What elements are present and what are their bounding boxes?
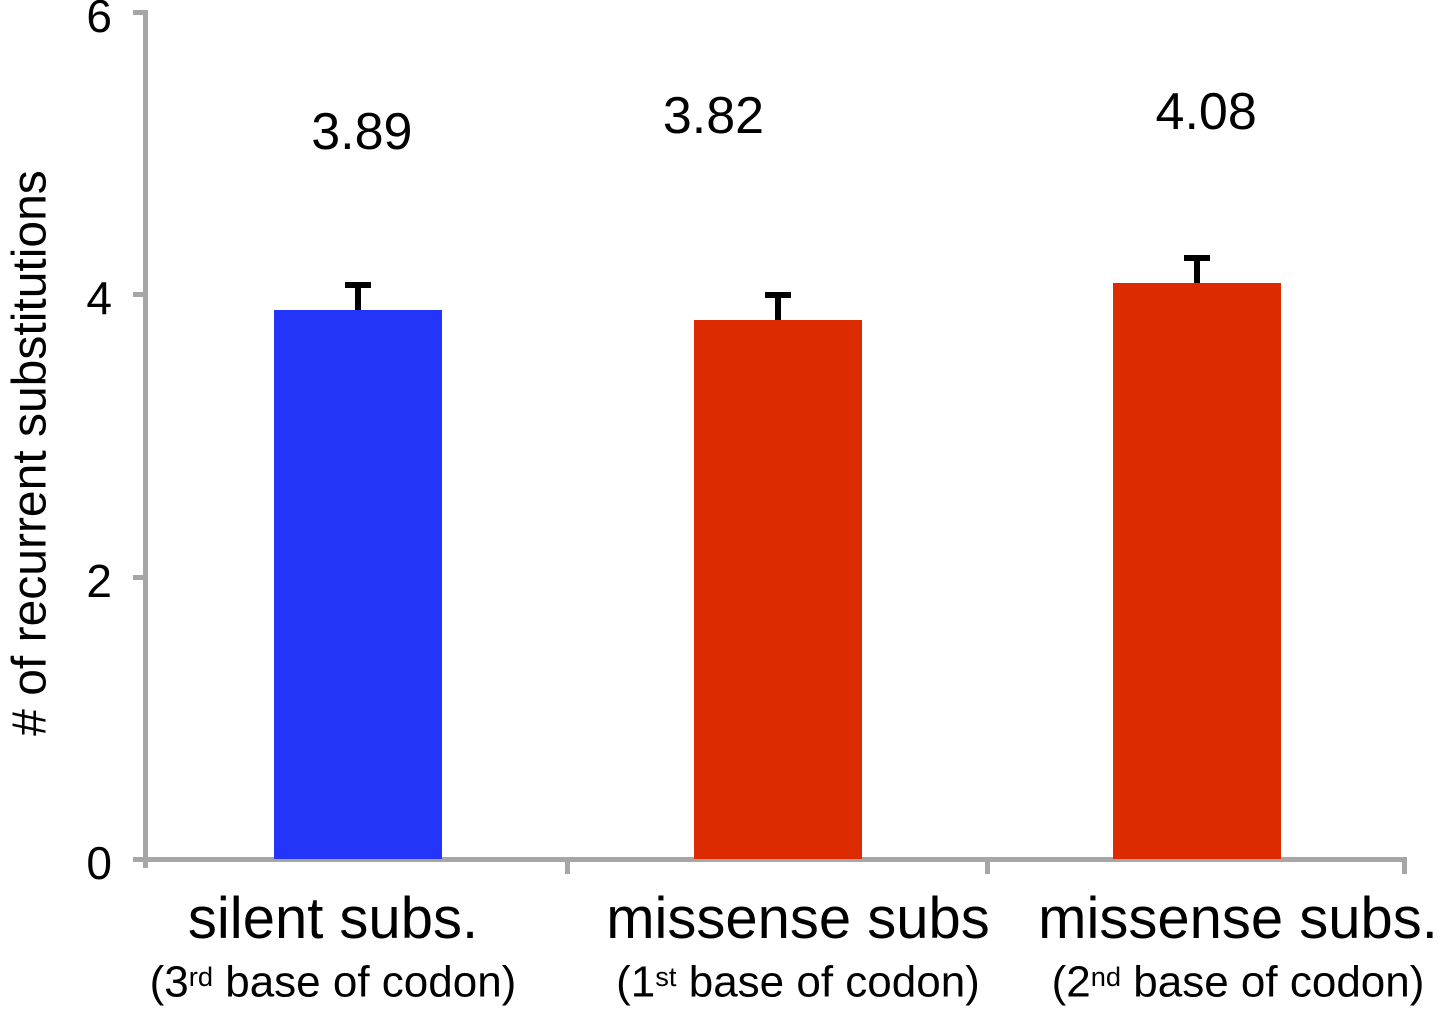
- ordinal-superscript: rd: [188, 961, 214, 992]
- sub-prefix: (1: [616, 957, 656, 1007]
- y-tick-mark: [133, 574, 148, 580]
- y-tick-mark: [133, 292, 148, 298]
- error-bar-stem: [774, 296, 781, 325]
- x-category-label-silent-subs: silent subs. (3rd base of codon): [93, 888, 573, 1009]
- sub-rest: base of codon): [213, 957, 517, 1007]
- bar-missense-subs-1st: [693, 319, 862, 859]
- bar-missense-subs-2nd: [1113, 283, 1282, 859]
- sub-prefix: (2: [1051, 957, 1091, 1007]
- y-tick-label: 0: [86, 837, 112, 889]
- x-category-main: missense subs.: [1038, 886, 1438, 951]
- x-category-sub: (3rd base of codon): [93, 950, 573, 1009]
- bar-value-label: 3.89: [311, 103, 413, 161]
- x-category-sub: (1st base of codon): [558, 950, 1038, 1009]
- sub-prefix: (3: [149, 957, 189, 1007]
- y-tick-mark: [133, 857, 148, 862]
- error-bar-cap: [1184, 254, 1211, 261]
- bar-value-label: 4.08: [1155, 83, 1257, 141]
- ordinal-superscript: st: [655, 961, 677, 992]
- x-category-main: silent subs.: [187, 886, 479, 951]
- x-axis-line: [133, 857, 1407, 862]
- y-tick-label: 4: [86, 272, 112, 325]
- error-bar-cap: [764, 291, 791, 298]
- y-axis-line: [143, 12, 148, 868]
- error-bar-stem: [1194, 259, 1201, 289]
- bar-silent-subs: [273, 309, 442, 859]
- y-tick-label: 6: [86, 0, 112, 42]
- x-category-sub: (2nd base of codon): [998, 950, 1440, 1009]
- x-category-main: missense subs: [606, 886, 990, 951]
- sub-rest: base of codon): [1121, 957, 1425, 1007]
- error-bar-cap: [344, 281, 371, 288]
- x-tick-mark: [565, 859, 571, 874]
- y-tick-label: 2: [86, 554, 112, 607]
- y-tick-mark: [133, 10, 148, 15]
- ordinal-superscript: nd: [1090, 961, 1122, 992]
- x-category-label-missense-subs-1st: missense subs (1st base of codon): [558, 888, 1038, 1009]
- sub-rest: base of codon): [676, 957, 980, 1007]
- y-axis-title: # of recurrent substitutions: [3, 170, 57, 736]
- x-tick-mark: [984, 859, 990, 874]
- x-tick-mark: [1402, 859, 1407, 874]
- error-bar-stem: [354, 286, 361, 315]
- x-category-label-missense-subs-2nd: missense subs. (2nd base of codon): [998, 888, 1440, 1009]
- bar-value-label: 3.82: [662, 87, 765, 145]
